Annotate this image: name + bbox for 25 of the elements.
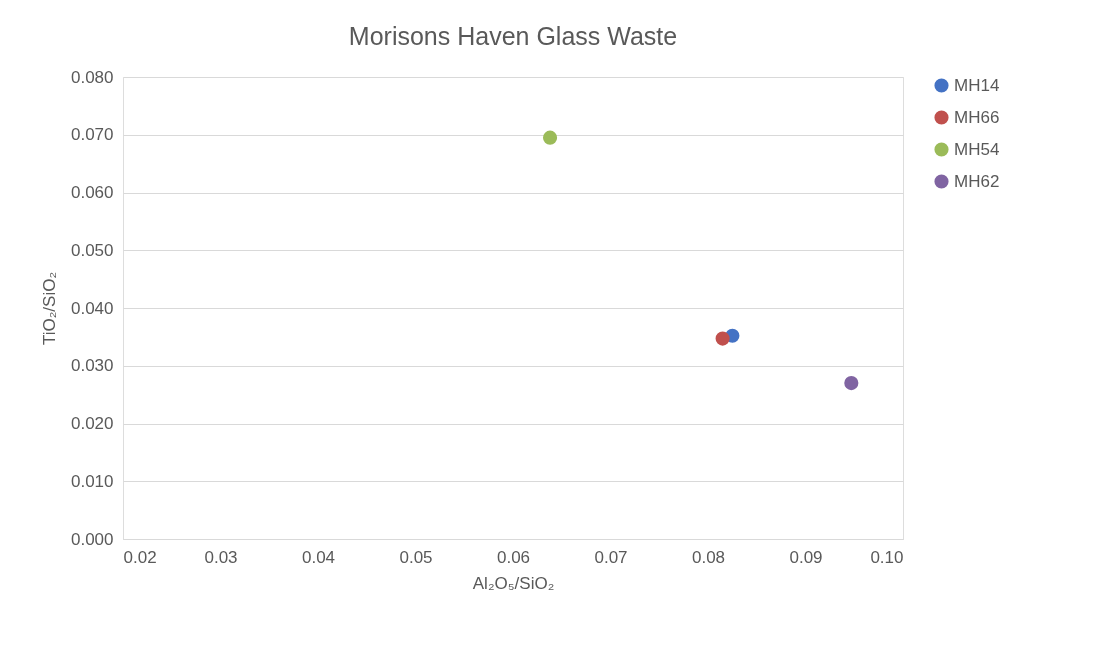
y-tick-label: 0.020 <box>70 414 114 433</box>
legend-label: MH66 <box>954 107 1000 127</box>
x-tick-label: 0.05 <box>399 547 433 567</box>
x-tick-label: 0.08 <box>691 547 726 567</box>
chart-title: Morisons Haven Glass Waste <box>348 22 678 50</box>
y-tick-label: 0.050 <box>70 240 114 260</box>
y-tick-label: 0.000 <box>70 529 114 549</box>
x-tick-label: 0.07 <box>594 547 628 567</box>
x-tick-label: 0.10 <box>870 547 904 567</box>
x-tick-label: 0.03 <box>204 547 238 567</box>
x-tick-label: 0.06 <box>496 547 531 567</box>
legend-label: MH14 <box>954 75 1000 95</box>
y-axis-title: TiO₂/SiO₂ <box>39 271 59 346</box>
x-tick-label: 0.02 <box>123 547 157 567</box>
legend-label: MH54 <box>954 139 1000 159</box>
y-tick-label: 0.040 <box>70 298 114 318</box>
y-tick-label: 0.030 <box>70 356 114 376</box>
x-tick-label: 0.09 <box>789 547 823 567</box>
x-axis-title: Al₂O₅/SiO₂ <box>472 573 555 593</box>
y-tick-label: 0.060 <box>70 183 114 202</box>
y-tick-label: 0.070 <box>70 125 114 145</box>
y-tick-label: 0.010 <box>70 471 114 491</box>
y-tick-label: 0.080 <box>70 67 114 87</box>
x-tick-label: 0.04 <box>301 547 336 567</box>
legend-label: MH62 <box>954 171 1000 191</box>
